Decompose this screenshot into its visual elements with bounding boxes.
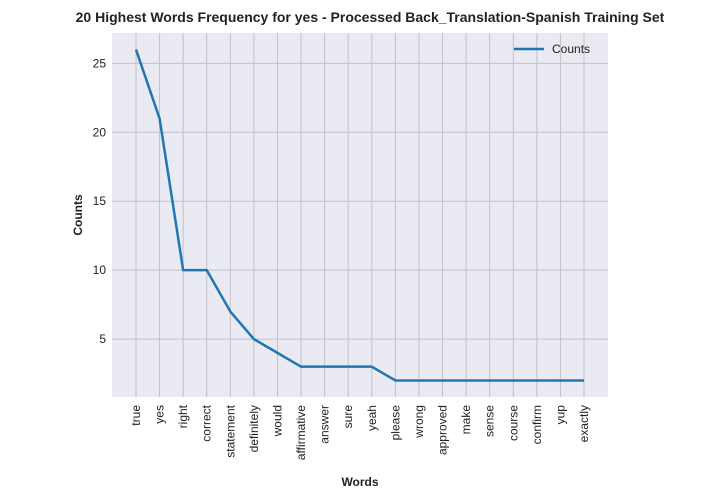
legend-label-counts: Counts (552, 42, 590, 56)
x-tick-label: exactly (577, 405, 591, 442)
x-tick-label: yes (153, 405, 167, 424)
x-tick-label: true (129, 405, 143, 426)
x-tick-label: please (388, 405, 402, 441)
x-tick-label: answer (318, 405, 332, 444)
x-tick-label: would (270, 405, 284, 437)
x-tick-label: wrong (412, 405, 426, 439)
y-tick-label: 25 (93, 56, 107, 70)
x-tick-label: course (506, 405, 520, 441)
plot-area (112, 33, 608, 397)
x-tick-label: approved (436, 405, 450, 455)
x-tick-label: make (459, 405, 473, 435)
y-tick-label: 20 (93, 125, 107, 139)
x-tick-label: right (176, 404, 190, 428)
x-tick-label: statement (223, 404, 237, 457)
series-lines (134, 49, 584, 382)
x-tick-label: correct (200, 404, 214, 441)
y-tick-labels: 5 10 15 20 25 (93, 56, 107, 346)
x-tick-labels: true yes right correct statement definitely wo… (129, 404, 591, 460)
x-tick-label: yeah (365, 405, 379, 431)
y-tick-label: 5 (99, 332, 106, 346)
grid-lines (112, 33, 608, 397)
x-axis-label: Words (341, 475, 378, 489)
x-tick-label: definitely (247, 405, 261, 452)
y-tick-label: 10 (93, 263, 107, 277)
x-tick-label: confirm (530, 405, 544, 444)
x-tick-label: sure (341, 405, 355, 429)
x-tick-label: affirmative (294, 405, 308, 460)
legend: Counts (514, 42, 590, 56)
x-tick-label: yup (553, 405, 567, 425)
y-axis-label: Counts (71, 194, 85, 236)
x-tick-label: sense (483, 405, 497, 437)
y-tick-label: 15 (93, 194, 107, 208)
series-line-counts (134, 49, 584, 382)
chart-title: 20 Highest Words Frequency for yes - Pro… (76, 9, 665, 25)
